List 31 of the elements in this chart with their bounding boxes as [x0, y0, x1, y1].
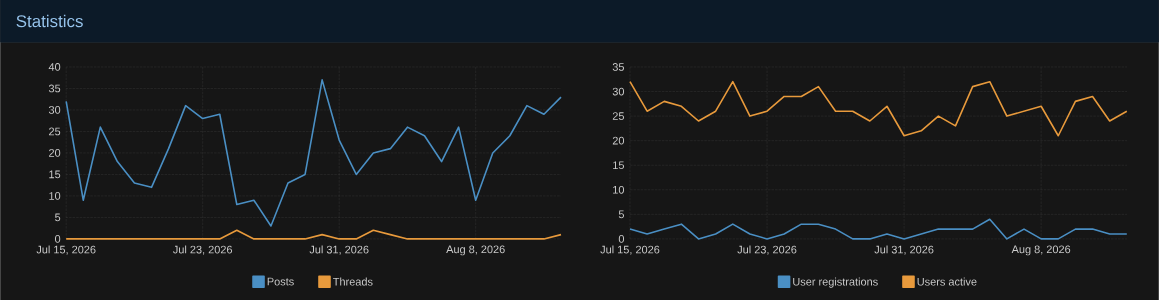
- x-tick-label: Aug 8, 2026: [446, 245, 505, 256]
- y-tick-label: 25: [49, 127, 61, 136]
- y-tick-label: 35: [48, 84, 61, 93]
- y-tick-label: 0: [55, 235, 61, 243]
- legend-label: Posts: [267, 277, 294, 286]
- legend-label: User registrations: [793, 277, 878, 288]
- x-tick-label: Jul 23, 2026: [173, 245, 233, 255]
- chart-title: Statistics: [16, 14, 83, 28]
- y-tick-label: 15: [49, 170, 61, 179]
- y-tick-label: 25: [612, 112, 624, 121]
- x-tick-label: Jul 15, 2026: [600, 245, 660, 255]
- y-tick-label: 30: [612, 87, 625, 96]
- y-tick-label: 30: [48, 106, 61, 114]
- legend-label: Threads: [333, 277, 373, 286]
- y-tick-label: 15: [613, 161, 624, 170]
- y-tick-label: 20: [612, 136, 625, 145]
- x-tick-label: Jul 31, 2026: [309, 245, 369, 255]
- y-tick-label: 40: [48, 63, 61, 71]
- y-tick-label: 20: [49, 149, 61, 157]
- y-tick-label: 5: [618, 210, 624, 219]
- y-tick-label: 35: [612, 63, 624, 71]
- y-tick-label: 0: [618, 235, 625, 243]
- legend-label: Users active: [917, 277, 977, 286]
- x-tick-label: Jul 31, 2026: [874, 245, 934, 255]
- line-series: [65, 79, 562, 227]
- y-tick-label: 5: [55, 213, 61, 222]
- x-tick-label: Aug 8, 2026: [1011, 245, 1071, 256]
- y-tick-label: 10: [613, 185, 625, 194]
- x-tick-label: Jul 23, 2026: [737, 245, 797, 255]
- x-tick-label: Jul 15, 2026: [36, 245, 96, 255]
- y-tick-label: 10: [49, 192, 61, 200]
